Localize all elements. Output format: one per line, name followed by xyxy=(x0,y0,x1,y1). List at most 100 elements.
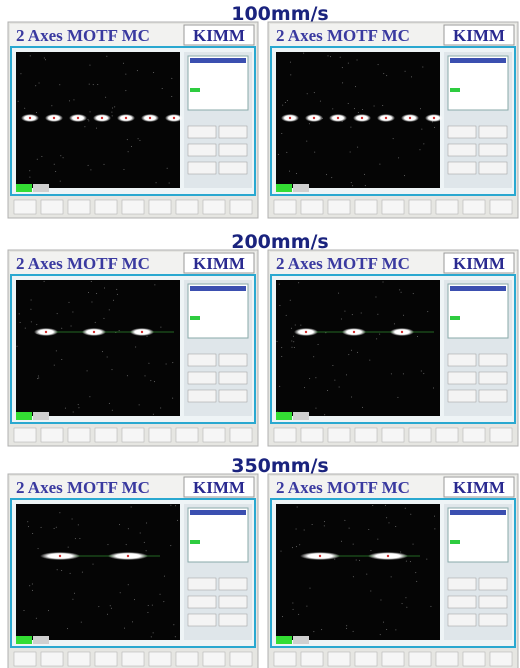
status-box xyxy=(447,55,509,111)
noise xyxy=(108,402,110,404)
noise xyxy=(47,610,49,612)
brand-box xyxy=(443,252,515,274)
noise xyxy=(350,126,352,128)
toolbar-button xyxy=(121,199,145,215)
noise xyxy=(134,599,136,601)
camera-view xyxy=(276,504,440,640)
noise xyxy=(295,528,297,530)
noise xyxy=(89,111,91,113)
noise xyxy=(168,182,170,184)
noise xyxy=(291,340,293,342)
indicator xyxy=(190,88,200,92)
noise xyxy=(56,569,58,571)
noise xyxy=(352,185,354,187)
noise xyxy=(68,301,70,303)
cam-tab xyxy=(276,636,292,644)
spot-center xyxy=(432,116,436,120)
noise xyxy=(92,84,94,86)
noise xyxy=(415,572,417,574)
noise xyxy=(27,526,29,528)
cam-tab xyxy=(276,412,292,420)
noise xyxy=(163,601,165,603)
noise xyxy=(29,170,31,172)
noise xyxy=(64,407,66,409)
noise xyxy=(359,559,361,561)
noise xyxy=(349,151,351,153)
noise xyxy=(131,145,133,147)
noise xyxy=(338,386,340,388)
noise xyxy=(111,107,113,109)
noise xyxy=(434,126,436,128)
noise xyxy=(412,543,414,545)
noise xyxy=(20,73,22,75)
noise xyxy=(357,111,359,113)
noise xyxy=(69,572,71,574)
noise xyxy=(406,606,408,608)
noise xyxy=(313,92,315,94)
camera-view xyxy=(16,280,180,416)
app-screenshot: 2 Axes MOTF MC KIMM xyxy=(7,473,259,668)
noise xyxy=(345,374,347,376)
noise xyxy=(77,524,79,526)
noise xyxy=(390,576,392,578)
noise xyxy=(360,312,362,314)
spot-center xyxy=(352,330,356,334)
noise xyxy=(434,515,436,517)
spot-center xyxy=(124,116,128,120)
noise xyxy=(284,101,286,103)
noise xyxy=(175,505,177,507)
toolbar-button xyxy=(462,427,486,443)
noise xyxy=(298,282,300,284)
noise xyxy=(45,59,47,61)
noise xyxy=(369,359,371,361)
app-title: 2 Axes MOTF MC xyxy=(276,254,410,273)
noise xyxy=(138,404,140,406)
toolbar-button xyxy=(300,199,324,215)
toolbar-button xyxy=(94,651,118,667)
noise xyxy=(70,325,72,327)
noise xyxy=(163,575,165,577)
noise xyxy=(296,506,298,508)
toolbar-button xyxy=(229,651,253,667)
toolbar-button xyxy=(327,651,351,667)
noise xyxy=(89,396,91,398)
noise xyxy=(27,521,29,523)
noise xyxy=(309,587,311,589)
noise xyxy=(172,362,174,364)
noise xyxy=(379,163,381,165)
status-box xyxy=(187,55,249,111)
noise xyxy=(382,281,384,283)
noise xyxy=(24,327,26,329)
noise xyxy=(295,172,297,174)
cam-tab xyxy=(33,184,49,192)
noise xyxy=(101,351,103,353)
noise xyxy=(376,338,378,340)
noise xyxy=(281,616,283,618)
noise xyxy=(366,573,368,575)
toolbar-button xyxy=(435,651,459,667)
noise xyxy=(370,550,372,552)
noise xyxy=(315,407,317,409)
noise xyxy=(306,140,308,142)
noise xyxy=(281,356,283,358)
noise xyxy=(291,346,293,348)
side-button xyxy=(447,613,477,627)
noise xyxy=(155,182,157,184)
noise xyxy=(66,628,68,630)
noise xyxy=(419,149,421,151)
side-button xyxy=(447,125,477,139)
noise xyxy=(420,370,422,372)
side-button xyxy=(218,595,248,609)
noise xyxy=(112,299,114,301)
app-screenshot: 2 Axes MOTF MC KIMM xyxy=(7,249,259,447)
toolbar-button xyxy=(94,427,118,443)
noise xyxy=(32,589,34,591)
noise xyxy=(165,363,167,365)
noise xyxy=(362,108,364,110)
status-box xyxy=(187,283,249,339)
spot-center xyxy=(44,330,48,334)
status-bar xyxy=(190,286,246,291)
noise xyxy=(363,173,365,175)
noise xyxy=(309,378,311,380)
